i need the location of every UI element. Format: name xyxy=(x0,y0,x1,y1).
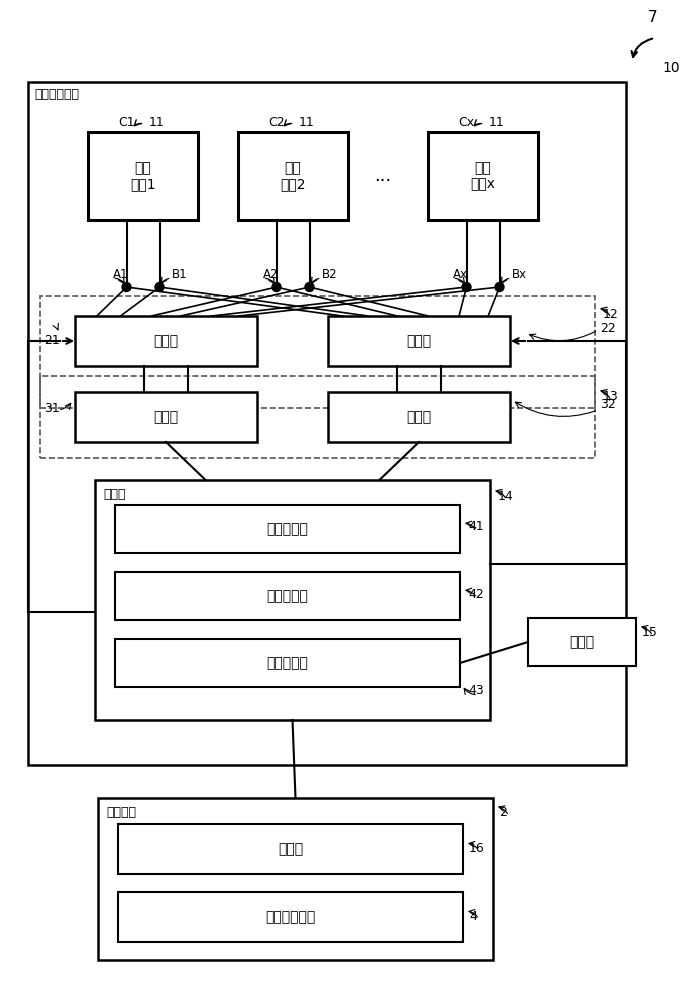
Text: ...: ... xyxy=(375,167,392,185)
Bar xyxy=(88,132,198,220)
Text: A2: A2 xyxy=(263,268,278,282)
Text: 41: 41 xyxy=(468,520,484,534)
Bar xyxy=(115,572,460,620)
Bar xyxy=(40,296,595,408)
Bar xyxy=(528,618,636,666)
Text: C1: C1 xyxy=(118,115,135,128)
Text: Bx: Bx xyxy=(512,268,527,282)
Bar xyxy=(40,376,595,458)
Text: 32: 32 xyxy=(600,397,616,410)
Text: 切换控制部: 切换控制部 xyxy=(267,522,309,536)
Text: 异物检测部: 异物检测部 xyxy=(267,656,309,670)
Bar xyxy=(118,892,463,942)
Bar xyxy=(328,316,510,366)
Text: Ax: Ax xyxy=(453,268,467,282)
Text: 12: 12 xyxy=(603,308,619,320)
Text: 2: 2 xyxy=(499,806,507,818)
Bar xyxy=(28,82,626,765)
Text: 42: 42 xyxy=(468,587,484,600)
Text: 故障判断部: 故障判断部 xyxy=(267,589,309,603)
Text: 控制部: 控制部 xyxy=(278,842,303,856)
Bar xyxy=(75,392,257,442)
Text: B2: B2 xyxy=(322,268,337,282)
Text: 控制部: 控制部 xyxy=(103,488,126,502)
Text: 15: 15 xyxy=(642,626,658,639)
Text: 切换部: 切换部 xyxy=(406,334,431,348)
Text: B1: B1 xyxy=(172,268,187,282)
Text: 测定部: 测定部 xyxy=(406,410,431,424)
Text: 检测
线圈2: 检测 线圈2 xyxy=(281,161,306,191)
Text: 11: 11 xyxy=(488,115,504,128)
Circle shape xyxy=(495,282,504,292)
Text: 测定部: 测定部 xyxy=(154,410,178,424)
Text: A1: A1 xyxy=(113,268,128,282)
Circle shape xyxy=(272,282,281,292)
Text: 输电装置: 输电装置 xyxy=(106,806,136,820)
Text: 7: 7 xyxy=(648,10,658,25)
Text: 异物检测装置: 异物检测装置 xyxy=(34,89,79,102)
Text: 21: 21 xyxy=(44,334,60,348)
Text: C2: C2 xyxy=(268,115,285,128)
Bar xyxy=(238,132,348,220)
Text: 11: 11 xyxy=(148,115,164,128)
Bar xyxy=(115,505,460,553)
Text: 4: 4 xyxy=(469,910,477,924)
Text: 31: 31 xyxy=(44,401,60,414)
Text: 22: 22 xyxy=(600,322,616,334)
Circle shape xyxy=(305,282,314,292)
Text: 存储部: 存储部 xyxy=(569,635,595,649)
Bar xyxy=(95,480,490,720)
Text: 11: 11 xyxy=(298,115,314,128)
Bar xyxy=(98,798,493,960)
Circle shape xyxy=(155,282,164,292)
Text: 检测
线圈x: 检测 线圈x xyxy=(471,161,495,191)
Text: 10: 10 xyxy=(662,61,680,75)
Bar xyxy=(75,316,257,366)
Text: 13: 13 xyxy=(603,389,619,402)
Text: 14: 14 xyxy=(498,489,514,502)
Circle shape xyxy=(462,282,471,292)
Circle shape xyxy=(122,282,131,292)
Bar xyxy=(428,132,538,220)
Text: 检测
线圈1: 检测 线圈1 xyxy=(130,161,156,191)
Text: 切换部: 切换部 xyxy=(154,334,178,348)
Text: 16: 16 xyxy=(469,842,485,856)
Text: Cx: Cx xyxy=(458,115,475,128)
Text: 输电线圈装置: 输电线圈装置 xyxy=(265,910,316,924)
Bar xyxy=(115,639,460,687)
Text: 43: 43 xyxy=(468,684,484,698)
Bar xyxy=(328,392,510,442)
Bar xyxy=(118,824,463,874)
